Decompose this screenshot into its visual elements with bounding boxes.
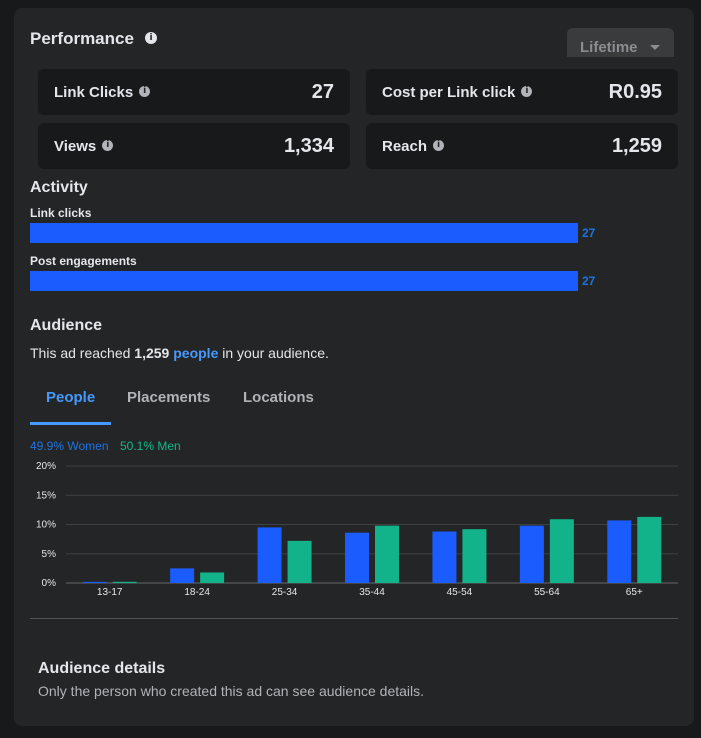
- y-tick-label: 20%: [36, 461, 56, 472]
- divider: [30, 618, 678, 619]
- y-tick-label: 0%: [42, 578, 57, 589]
- activity-bar-link-clicks: [30, 223, 578, 243]
- audience-summary: This ad reached 1,259 people in your aud…: [30, 345, 329, 361]
- info-icon[interactable]: i: [102, 139, 114, 151]
- x-tick-label: 45-54: [447, 587, 473, 598]
- activity-title: Activity: [30, 179, 88, 196]
- tab-people[interactable]: People: [46, 389, 96, 406]
- active-tab-indicator: [30, 422, 111, 425]
- audience-summary-prefix: This ad reached: [30, 345, 135, 361]
- bar-women: [170, 568, 195, 583]
- metric-label: Link Clicks: [54, 84, 134, 101]
- bar-women: [607, 520, 632, 583]
- x-tick-label: 35-44: [359, 587, 385, 598]
- x-tick-label: 18-24: [184, 587, 210, 598]
- info-icon[interactable]: i: [433, 139, 445, 151]
- legend-women: 49.9% Women: [30, 439, 109, 453]
- timeframe-value: Lifetime: [580, 39, 638, 56]
- bar-men: [462, 529, 487, 583]
- metric-reach: Reach i 1,259: [366, 123, 678, 169]
- tab-placements[interactable]: Placements: [127, 389, 211, 406]
- tab-locations[interactable]: Locations: [243, 389, 314, 406]
- metric-label: Cost per Link click: [382, 84, 516, 101]
- info-icon[interactable]: i: [139, 85, 151, 97]
- activity-label-post-engagements: Post engagements: [30, 254, 137, 268]
- chevron-down-icon: [650, 45, 660, 50]
- metric-value: 1,259: [611, 135, 662, 157]
- bar-women: [432, 531, 457, 583]
- metric-label: Views: [54, 138, 97, 155]
- y-tick-label: 10%: [36, 520, 56, 531]
- metric-cost-per-link-click: Cost per Link click i R0.95: [366, 69, 678, 115]
- performance-title: Performance: [30, 29, 134, 48]
- x-tick-label: 55-64: [534, 587, 560, 598]
- timeframe-dropdown[interactable]: Lifetime: [567, 28, 674, 57]
- audience-details-text: Only the person who created this ad can …: [38, 683, 425, 699]
- bar-men: [287, 540, 312, 583]
- bar-women: [345, 532, 369, 583]
- activity-label-link-clicks: Link clicks: [30, 206, 92, 220]
- y-tick-label: 5%: [42, 549, 57, 560]
- metric-value: R0.95: [608, 81, 662, 103]
- activity-bar-post-engagements: [30, 271, 578, 291]
- metric-link-clicks: Link Clicks i 27: [38, 69, 350, 115]
- bar-men: [375, 525, 399, 583]
- bar-women: [82, 581, 107, 583]
- info-icon[interactable]: i: [521, 85, 533, 97]
- audience-summary-count: 1,259: [134, 345, 170, 361]
- audience-summary-suffix: in your audience.: [218, 345, 329, 361]
- x-tick-label: 65+: [626, 587, 643, 598]
- metric-value: 1,334: [283, 135, 334, 157]
- bar-men: [200, 572, 225, 583]
- performance-panel: Performance i Lifetime Link Clicks i 27 C…: [14, 8, 694, 726]
- info-icon[interactable]: i: [145, 32, 157, 44]
- metric-label: Reach: [382, 138, 428, 155]
- x-tick-label: 13-17: [97, 587, 123, 598]
- y-tick-label: 15%: [36, 490, 56, 501]
- activity-value-post-engagements: 27: [582, 274, 596, 288]
- bar-women: [519, 525, 544, 583]
- bar-women: [257, 527, 282, 583]
- people-link[interactable]: people: [173, 345, 219, 361]
- metric-value: 27: [311, 81, 334, 103]
- x-tick-label: 25-34: [272, 587, 298, 598]
- age-gender-chart: 0% 5% 10% 15% 20% 13-17 18-24 25-34 35-44 45-54 55…: [36, 461, 678, 598]
- bar-men: [112, 581, 137, 583]
- bar-men: [637, 516, 662, 583]
- legend-men: 50.1% Men: [120, 439, 181, 453]
- metric-views: Views i 1,334: [38, 123, 350, 169]
- activity-value-link-clicks: 27: [582, 226, 596, 240]
- audience-title: Audience: [30, 317, 103, 334]
- audience-details-title: Audience details: [38, 660, 166, 677]
- bar-men: [549, 519, 574, 583]
